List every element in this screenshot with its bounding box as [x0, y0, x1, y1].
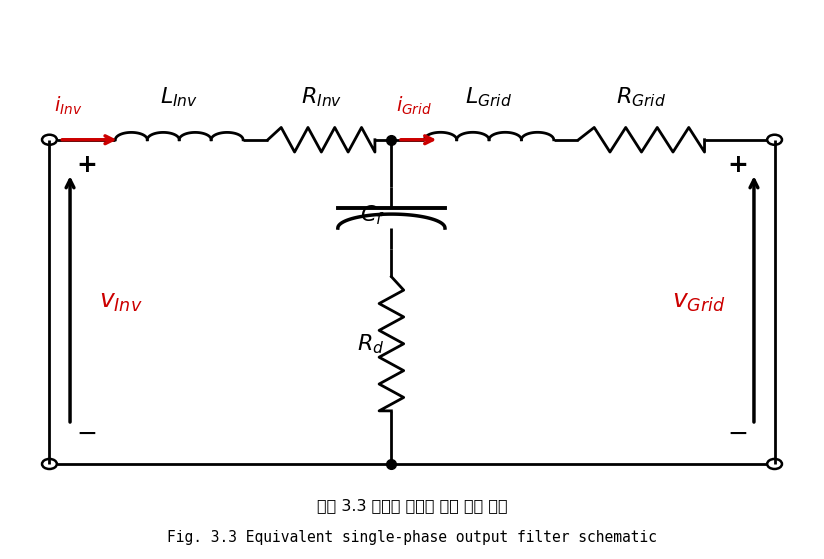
Text: $L_{Grid}$: $L_{Grid}$: [466, 86, 513, 109]
Text: $L_{Inv}$: $L_{Inv}$: [160, 86, 199, 109]
Text: $-$: $-$: [77, 421, 96, 445]
Text: Fig. 3.3 Equivalent single-phase output filter schematic: Fig. 3.3 Equivalent single-phase output …: [167, 530, 657, 545]
Text: +: +: [727, 153, 748, 177]
Text: $-$: $-$: [728, 421, 747, 445]
Text: $R_{Grid}$: $R_{Grid}$: [616, 86, 667, 109]
Text: $R_{Inv}$: $R_{Inv}$: [301, 86, 342, 109]
Text: $v_{Inv}$: $v_{Inv}$: [99, 290, 143, 314]
Text: $i_{Inv}$: $i_{Inv}$: [54, 95, 82, 117]
Text: $v_{Grid}$: $v_{Grid}$: [672, 290, 725, 314]
Text: 그림 3.3 출력단 필터의 상당 등가 회로: 그림 3.3 출력단 필터의 상당 등가 회로: [316, 499, 508, 513]
Text: +: +: [76, 153, 97, 177]
Text: $R_{d}$: $R_{d}$: [358, 332, 385, 356]
Text: $C_{f}$: $C_{f}$: [360, 203, 385, 227]
Text: $i_{Grid}$: $i_{Grid}$: [396, 95, 432, 117]
